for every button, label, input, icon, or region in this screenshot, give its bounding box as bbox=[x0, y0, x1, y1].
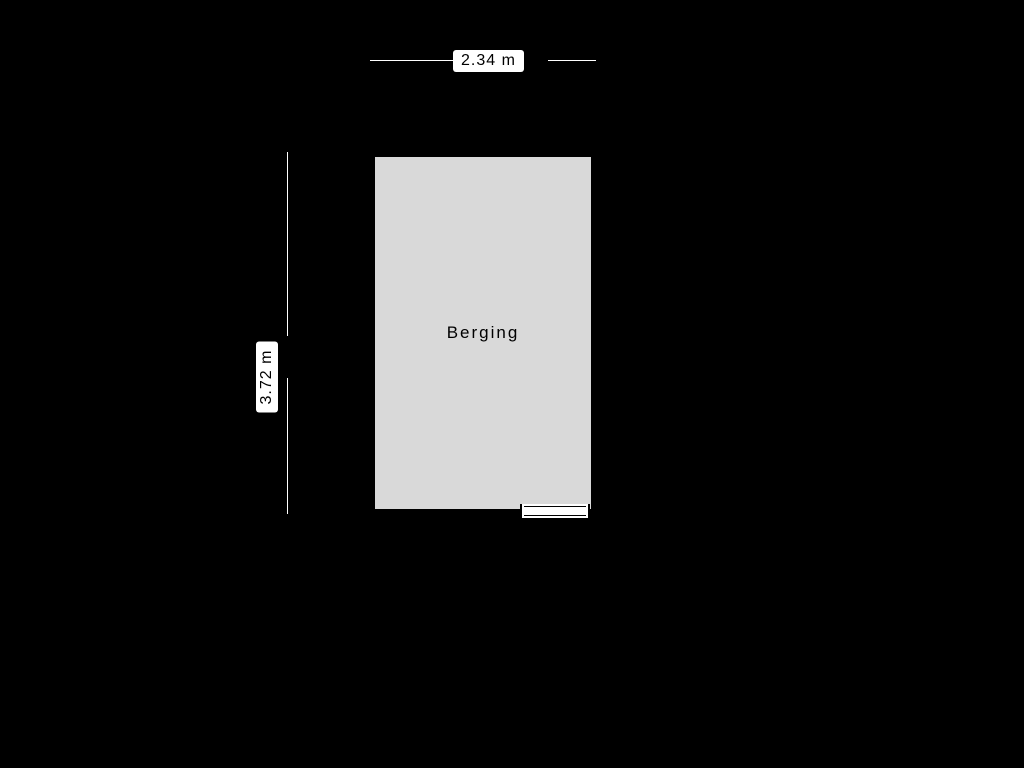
dimension-line bbox=[370, 60, 453, 61]
dimension-height-label: 3.72 m bbox=[256, 342, 278, 413]
floor-plan-canvas: Berging 2.34 m 3.72 m bbox=[0, 0, 1024, 768]
doorway-icon bbox=[520, 504, 590, 518]
dimension-line bbox=[287, 152, 288, 336]
dimension-line bbox=[548, 60, 596, 61]
dimension-line bbox=[287, 378, 288, 514]
dimension-width-label: 2.34 m bbox=[453, 50, 524, 72]
room-label: Berging bbox=[447, 323, 520, 343]
